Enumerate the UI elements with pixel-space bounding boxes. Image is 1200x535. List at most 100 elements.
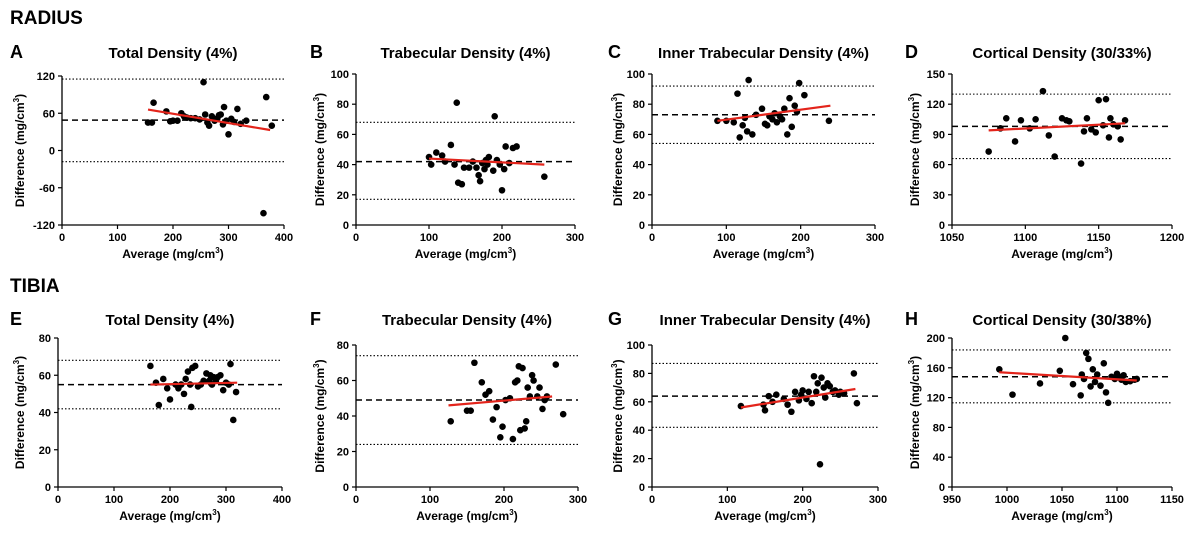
data-point <box>225 131 232 138</box>
data-point <box>552 361 560 368</box>
y-tick-label: 80 <box>633 99 645 111</box>
data-point <box>1121 117 1129 124</box>
x-tick-label: 100 <box>108 232 126 244</box>
x-axis-label-sup: 3 <box>806 246 811 255</box>
data-point <box>1017 117 1025 124</box>
data-point <box>1093 371 1101 378</box>
section-label-radius: RADIUS <box>10 8 83 29</box>
y-axis-label-sup: 3 <box>312 363 321 368</box>
data-point <box>491 112 499 120</box>
data-point <box>773 391 780 399</box>
regression-line <box>740 387 856 409</box>
data-point <box>187 403 195 411</box>
data-point <box>475 171 482 179</box>
y-tick-label: 80 <box>933 422 945 434</box>
data-point <box>536 384 543 391</box>
panel-title-g: Inner Trabecular Density (4%) <box>660 312 871 329</box>
x-axis-label: Average (mg/cm3) <box>122 246 223 261</box>
y-tick-label: 20 <box>633 454 645 466</box>
data-point <box>528 371 536 379</box>
panel-d: D Cortical Density (30/33%) 1050 1100 1150 12… <box>905 42 1184 261</box>
data-point <box>763 122 771 129</box>
data-point <box>1117 136 1124 143</box>
panel-c: C Inner Trabecular Density (4%)0 100 200 300… <box>608 42 884 261</box>
data-point <box>1036 380 1044 387</box>
x-tick-label: 0 <box>353 232 359 244</box>
data-point <box>217 371 224 379</box>
y-tick-label: 60 <box>633 397 645 409</box>
x-tick-label: 1150 <box>1087 232 1111 244</box>
data-point <box>200 78 207 86</box>
panel-title-h: Cortical Density (30/38%) <box>972 312 1151 329</box>
x-axis-label: Average (mg/cm3) <box>119 508 220 523</box>
data-point <box>1009 391 1016 398</box>
data-point <box>1051 153 1058 160</box>
x-tick-label: 200 <box>793 494 811 506</box>
data-point <box>784 401 791 408</box>
y-tick-label: 0 <box>343 220 349 232</box>
data-point <box>447 141 455 149</box>
data-point <box>473 164 480 171</box>
y-tick-label: 60 <box>933 160 945 172</box>
data-point <box>163 384 171 392</box>
x-tick-label: 100 <box>420 232 438 244</box>
y-tick-label: 20 <box>337 190 349 202</box>
x-tick-label: 1100 <box>1105 494 1129 506</box>
y-tick-label: 80 <box>337 99 349 111</box>
y-tick-label: 0 <box>49 146 55 158</box>
data-point <box>1032 116 1039 123</box>
y-axis-label-suffix: ) <box>908 93 922 97</box>
data-point <box>182 375 189 383</box>
data-point <box>743 128 751 135</box>
data-point <box>773 119 781 126</box>
data-point <box>1066 118 1073 125</box>
y-tick-label: 60 <box>39 370 51 382</box>
data-point <box>262 93 270 101</box>
data-point <box>821 394 829 401</box>
data-point <box>736 134 744 141</box>
data-point <box>219 386 227 394</box>
data-point <box>476 177 484 185</box>
panel-letter-g: G <box>608 309 622 329</box>
data-point <box>1089 365 1097 373</box>
panel-g: G Inner Trabecular Density (4%)0 100 200 300… <box>608 309 887 523</box>
x-axis-label-sup: 3 <box>508 246 513 255</box>
y-tick-label: 0 <box>45 482 51 494</box>
y-tick-label: 100 <box>627 340 645 352</box>
data-point <box>739 122 746 129</box>
data-point <box>1082 349 1090 357</box>
data-point <box>513 143 520 150</box>
x-axis-label: Average (mg/cm3) <box>1011 246 1112 261</box>
data-point <box>985 148 992 155</box>
panel-e: E Total Density (4%) 0 100 200 300 400 0 20 40 60 8… <box>10 309 291 523</box>
y-tick-label: -120 <box>33 220 55 232</box>
data-point <box>1100 360 1108 367</box>
y-tick-label: 20 <box>633 190 645 202</box>
panel-h: H Cortical Density (30/38%) 950 1000 1050 110… <box>905 309 1184 523</box>
y-axis-label: Difference (mg/cm3) <box>12 94 27 207</box>
y-axis-label-sup: 3 <box>610 96 619 101</box>
regression-line <box>448 395 553 407</box>
data-point <box>814 380 822 387</box>
data-point <box>484 161 491 168</box>
data-point <box>530 377 537 384</box>
data-point <box>745 76 752 84</box>
data-point <box>805 388 812 396</box>
panel-title-c: Inner Trabecular Density (4%) <box>658 45 869 62</box>
y-tick-label: 0 <box>639 220 645 232</box>
data-point <box>458 180 466 188</box>
data-point <box>427 161 435 168</box>
y-tick-label: 120 <box>37 71 55 83</box>
data-point <box>1095 96 1102 104</box>
x-tick-label: 950 <box>943 494 961 506</box>
y-tick-label: 160 <box>927 363 945 375</box>
data-point <box>825 117 833 125</box>
data-point <box>1077 160 1085 167</box>
x-tick-label: 100 <box>717 232 735 244</box>
data-point <box>758 105 766 113</box>
panel-letter-c: C <box>608 42 621 62</box>
x-axis-label-sup: 3 <box>1104 508 1109 517</box>
x-tick-label: 400 <box>273 494 291 506</box>
data-point <box>453 99 461 106</box>
